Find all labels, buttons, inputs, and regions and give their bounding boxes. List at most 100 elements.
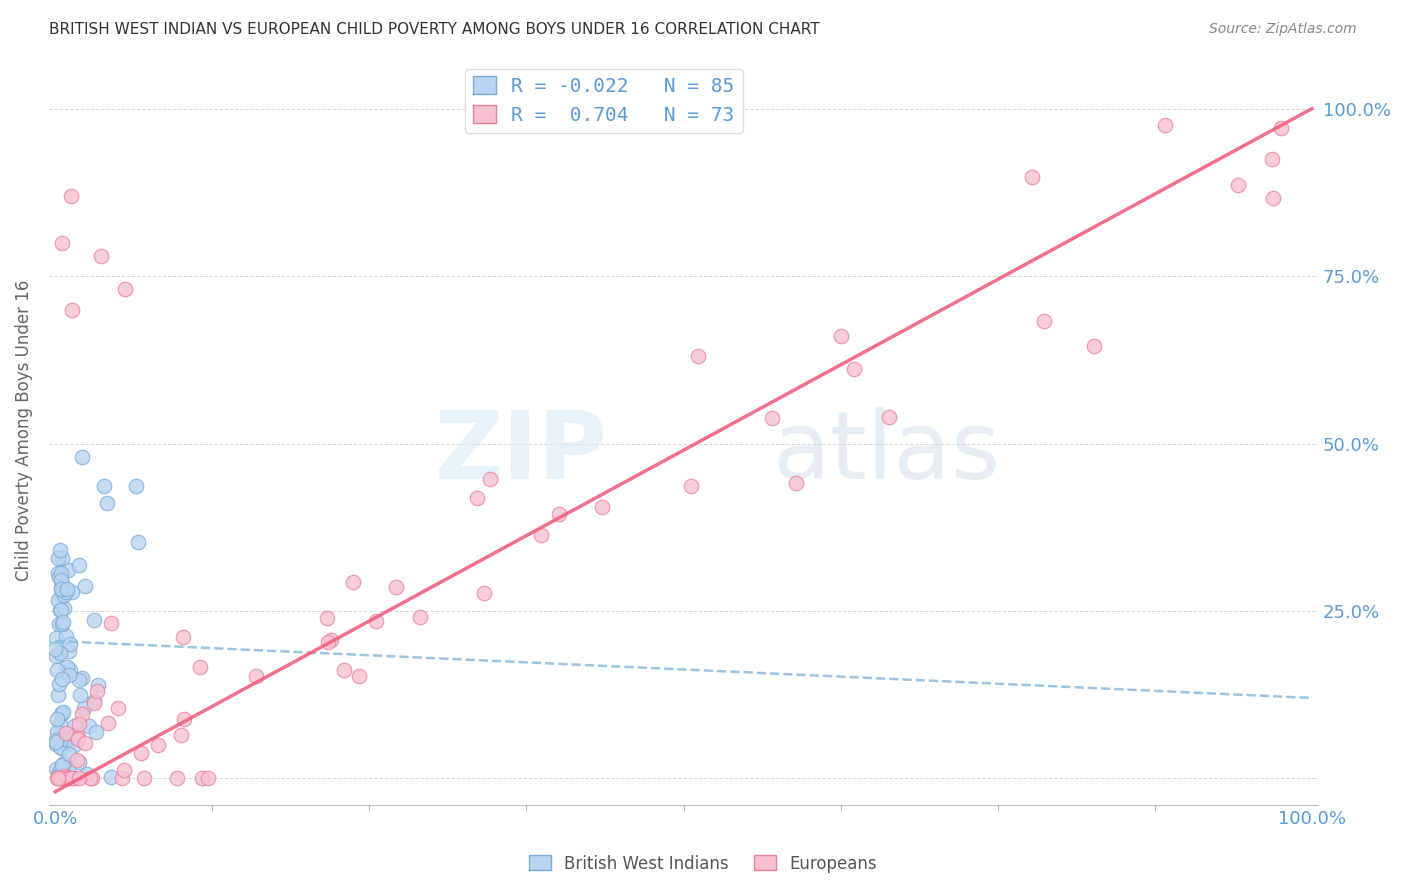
Point [1227, 178, 1250, 193]
Point [107, 701, 129, 715]
Point [530, 528, 553, 542]
Point [56, 763, 79, 777]
Point [52, 758, 75, 772]
Point [58, 668, 80, 682]
Point [830, 328, 852, 343]
Point [1261, 152, 1284, 166]
Point [66, 730, 89, 744]
Point [72, 706, 94, 721]
Point [63, 728, 86, 742]
Text: atlas: atlas [772, 407, 1001, 499]
Point [52, 706, 75, 720]
Point [48, 772, 70, 786]
Point [51, 551, 73, 566]
Point [70, 671, 93, 685]
Point [197, 772, 219, 786]
Point [46, 688, 69, 702]
Point [45, 735, 67, 749]
Point [46, 725, 69, 739]
Point [45, 772, 67, 786]
Point [465, 491, 488, 505]
Point [67, 558, 90, 573]
Point [82, 772, 104, 786]
Point [48, 731, 70, 746]
Point [55, 584, 77, 599]
Legend: R = -0.022   N = 85, R =  0.704   N = 73: R = -0.022 N = 85, R = 0.704 N = 73 [465, 69, 742, 133]
Point [761, 410, 783, 425]
Point [51, 757, 73, 772]
Point [45, 648, 67, 663]
Point [51, 764, 73, 778]
Point [75, 579, 97, 593]
Point [90, 249, 112, 263]
Point [63, 772, 86, 786]
Point [45, 762, 67, 776]
Point [49, 603, 72, 617]
Point [67, 732, 90, 747]
Point [100, 770, 122, 784]
Point [59, 664, 82, 678]
Point [1154, 119, 1177, 133]
Point [52, 588, 75, 602]
Point [83, 696, 105, 710]
Point [125, 478, 148, 492]
Point [60, 772, 83, 786]
Point [53, 731, 76, 746]
Point [76, 766, 98, 780]
Point [1270, 121, 1292, 136]
Point [52, 770, 75, 784]
Point [67, 673, 90, 687]
Point [56, 563, 79, 577]
Point [315, 610, 337, 624]
Point [48, 677, 70, 691]
Point [53, 756, 76, 771]
Point [132, 772, 155, 786]
Point [48, 764, 70, 779]
Y-axis label: Child Poverty Among Boys Under 16: Child Poverty Among Boys Under 16 [15, 279, 32, 581]
Point [53, 600, 76, 615]
Point [67, 755, 90, 769]
Point [58, 644, 80, 658]
Point [45, 737, 67, 751]
Point [100, 615, 122, 630]
Point [69, 688, 91, 702]
Point [49, 740, 72, 755]
Point [49, 717, 72, 731]
Point [785, 475, 807, 490]
Point [52, 615, 75, 630]
Point [83, 694, 105, 708]
Point [51, 706, 73, 721]
Point [49, 573, 72, 587]
Point [79, 772, 101, 786]
Point [52, 583, 75, 598]
Point [62, 738, 84, 752]
Point [479, 471, 502, 485]
Point [60, 302, 83, 317]
Point [60, 584, 83, 599]
Point [93, 479, 115, 493]
Point [96, 496, 118, 510]
Text: BRITISH WEST INDIAN VS EUROPEAN CHILD POVERTY AMONG BOYS UNDER 16 CORRELATION CH: BRITISH WEST INDIAN VS EUROPEAN CHILD PO… [49, 22, 820, 37]
Point [97, 716, 120, 731]
Point [56, 771, 79, 785]
Text: Source: ZipAtlas.com: Source: ZipAtlas.com [1209, 22, 1357, 37]
Point [1033, 314, 1056, 328]
Point [173, 712, 195, 726]
Point [385, 581, 408, 595]
Point [56, 731, 79, 746]
Legend: British West Indians, Europeans: British West Indians, Europeans [523, 848, 883, 880]
Point [48, 616, 70, 631]
Point [45, 732, 67, 747]
Point [1261, 191, 1284, 205]
Point [548, 507, 571, 521]
Point [69, 772, 91, 786]
Point [472, 586, 495, 600]
Point [877, 410, 900, 425]
Point [316, 635, 339, 649]
Point [679, 479, 702, 493]
Point [364, 614, 387, 628]
Point [58, 747, 80, 761]
Point [591, 500, 613, 515]
Point [49, 582, 72, 596]
Point [49, 542, 72, 557]
